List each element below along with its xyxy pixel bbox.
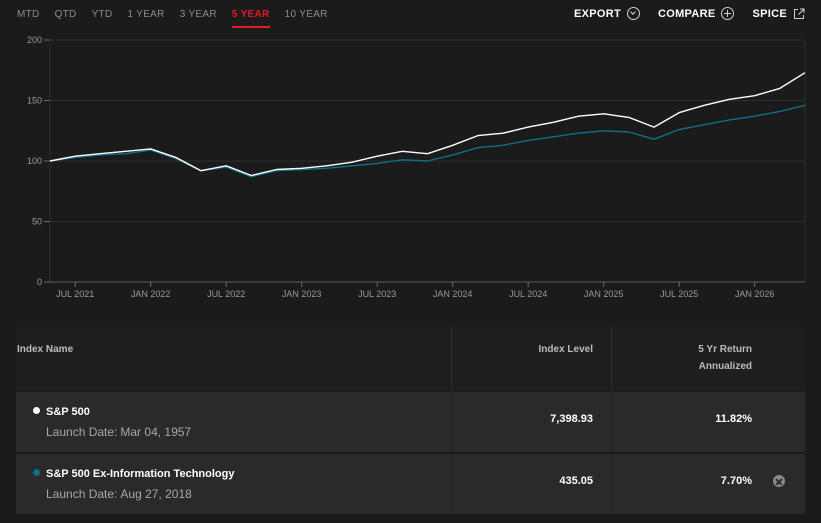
index-level: 7,398.93: [550, 413, 593, 425]
spice-link[interactable]: SPICE: [752, 8, 805, 20]
index-return: 11.82%: [715, 413, 752, 425]
column-divider: [451, 454, 452, 514]
tab-qtd[interactable]: QTD: [54, 9, 77, 20]
y-tick-label: 200: [27, 35, 42, 45]
x-tick-label: JAN 2025: [584, 289, 624, 299]
x-tick-label: JAN 2024: [433, 289, 473, 299]
launch-date-value: Mar 04, 1957: [120, 425, 192, 439]
x-axis: JUL 2021 JAN 2022 JUL 2022 JAN 2023 JUL 2023…: [50, 281, 805, 299]
remove-index-button[interactable]: [773, 475, 785, 487]
toolbar: MTD QTD YTD 1 YEAR 3 YEAR 5 YEAR 10 YEAR…: [0, 0, 821, 30]
column-divider: [611, 392, 612, 452]
x-tick-label: JUL 2025: [660, 289, 698, 299]
launch-label: Launch Date:: [46, 425, 118, 439]
table-row: S&P 500 Launch Date: Mar 04, 1957 7,398.9…: [16, 391, 805, 452]
tab-ytd[interactable]: YTD: [91, 9, 113, 20]
y-axis: 0 50 100 150 200: [27, 35, 50, 287]
x-tick-label: JUL 2023: [358, 289, 396, 299]
y-tick-label: 50: [32, 217, 42, 227]
y-tick-label: 150: [27, 96, 42, 106]
tab-mtd[interactable]: MTD: [17, 9, 40, 20]
column-divider: [611, 326, 612, 391]
x-tick-label: JAN 2026: [735, 289, 775, 299]
header-index-level: Index Level: [538, 344, 593, 355]
performance-chart: 0 50 100 150 200 JUL 2021 JAN 2022 JUL 2022 JAN…: [27, 35, 806, 299]
x-tick-label: JUL 2021: [56, 289, 94, 299]
x-tick-label: JUL 2022: [207, 289, 245, 299]
launch-date-value: Aug 27, 2018: [120, 487, 192, 501]
export-button[interactable]: EXPORT: [574, 7, 640, 20]
column-divider: [611, 454, 612, 514]
y-tick-label: 100: [27, 156, 42, 166]
table-row: S&P 500 Ex-Information Technology Launch…: [16, 452, 805, 514]
table-header: Index Name Index Level 5 Yr Return Annua…: [16, 326, 805, 391]
index-level: 435.05: [559, 475, 593, 487]
plus-circle-icon: [721, 7, 735, 20]
header-return-line2: Annualized: [698, 361, 752, 372]
external-link-icon: [793, 8, 805, 20]
x-tick-label: JAN 2023: [282, 289, 322, 299]
header-return-line1: 5 Yr Return: [698, 344, 752, 355]
tab-1-year[interactable]: 1 YEAR: [127, 9, 165, 20]
column-divider: [451, 392, 452, 452]
launch-date: Launch Date: Mar 04, 1957: [46, 425, 191, 439]
x-tick-label: JUL 2024: [509, 289, 547, 299]
chart-series: [49, 72, 806, 178]
index-name: S&P 500: [46, 406, 90, 418]
tab-5-year[interactable]: 5 YEAR: [231, 9, 270, 28]
index-name: S&P 500 Ex-Information Technology: [46, 468, 235, 480]
export-label: EXPORT: [573, 7, 621, 20]
tab-10-year[interactable]: 10 YEAR: [284, 9, 328, 20]
index-return: 7.70%: [720, 475, 752, 487]
launch-date: Launch Date: Aug 27, 2018: [46, 487, 192, 501]
index-table: Index Name Index Level 5 Yr Return Annua…: [16, 326, 805, 514]
tab-3-year[interactable]: 3 YEAR: [179, 9, 217, 20]
y-tick-label: 0: [37, 277, 42, 287]
x-tick-label: JAN 2022: [131, 289, 171, 299]
series-dot-teal: [33, 469, 40, 476]
spice-label: SPICE: [752, 7, 787, 20]
series-line: [49, 72, 806, 177]
chart-actions: EXPORT COMPARE SPICE: [556, 7, 805, 20]
header-index-name: Index Name: [17, 344, 74, 355]
series-line: [49, 104, 806, 178]
compare-button[interactable]: COMPARE: [658, 7, 735, 20]
launch-label: Launch Date:: [46, 487, 118, 501]
compare-label: COMPARE: [657, 7, 716, 20]
chevron-down-icon: [626, 7, 640, 20]
column-divider: [451, 326, 452, 391]
range-tabs: MTD QTD YTD 1 YEAR 3 YEAR 5 YEAR 10 YEAR: [17, 9, 343, 28]
series-dot-white: [33, 407, 40, 414]
